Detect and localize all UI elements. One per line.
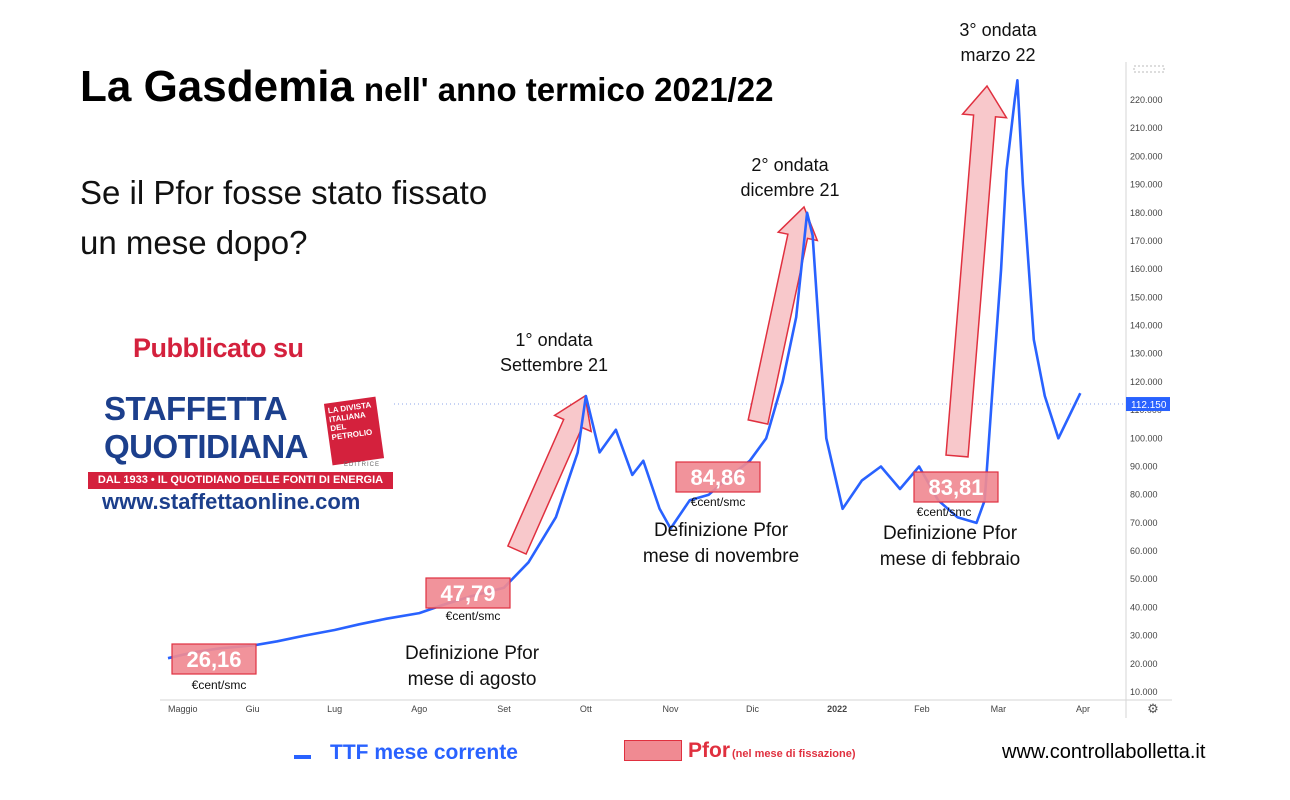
logo-url: www.staffettaonline.com <box>102 489 361 514</box>
question-line-1: Se il Pfor fosse stato fissato <box>80 174 488 211</box>
annotation-line-1: 1° ondata <box>515 330 593 350</box>
legend-pfor-note: (nel mese di fissazione) <box>732 748 856 760</box>
y-tick-label: 80.000 <box>1130 490 1158 500</box>
wave-arrows <box>506 84 1008 555</box>
pfor-box <box>913 471 999 503</box>
y-tick-label: 30.000 <box>1130 631 1158 641</box>
pfor-boxes: 26,16 €cent/smc 47,79 €cent/smc Definizione … <box>171 461 1020 692</box>
last-value-badge <box>1126 397 1170 412</box>
pfor-unit: €cent/smc <box>691 495 746 509</box>
x-tick-label: Apr <box>1076 704 1090 714</box>
logo-name-line-1: STAFFETTA <box>104 390 288 427</box>
price-scale-handle <box>1133 65 1165 73</box>
logo-emblem-sub: EDITRICE <box>344 462 381 468</box>
pfor-unit: €cent/smc <box>192 678 247 692</box>
x-tick-label: Ago <box>411 704 427 714</box>
pfor-box <box>171 643 257 675</box>
wave-arrow <box>506 394 593 555</box>
settings-gear-icon: ⚙ <box>1147 702 1159 717</box>
x-tick-label: Dic <box>746 704 759 714</box>
x-tick-label: Mar <box>991 704 1007 714</box>
y-tick-label: 140.000 <box>1130 321 1163 331</box>
x-tick-label: Giu <box>246 704 260 714</box>
staffetta-logo: STAFFETTA QUOTIDIANA LA DIVISTA ITALIANA… <box>88 378 393 514</box>
pfor-value: 47,79 <box>440 581 495 606</box>
y-tick-label: 100.000 <box>1130 433 1163 443</box>
y-tick-label: 210.000 <box>1130 123 1163 133</box>
legend-pfor-swatch <box>624 740 682 761</box>
legend-pfor-label: Pfor <box>688 739 730 762</box>
pfor-value: 84,86 <box>690 465 745 490</box>
site-url: www.controllabolletta.it <box>1002 741 1206 763</box>
annotation-line-1: 3° ondata <box>959 20 1037 40</box>
pfor-box <box>675 461 761 493</box>
pfor-caption: mese di febbraio <box>880 549 1020 570</box>
pfor-caption: mese di novembre <box>643 546 799 567</box>
x-tick-label: Ott <box>580 704 593 714</box>
y-tick-label: 40.000 <box>1130 602 1158 612</box>
title-main: La Gasdemia <box>80 62 354 111</box>
annotation-line-2: Settembre 21 <box>500 355 608 375</box>
x-tick-label: Set <box>497 704 511 714</box>
x-tick-label: 2022 <box>827 704 847 714</box>
pfor-box <box>425 577 511 609</box>
legend-ttf-label: TTF mese corrente <box>330 741 518 764</box>
y-tick-label: 120.000 <box>1130 377 1163 387</box>
legend-ttf-swatch <box>294 755 311 759</box>
pfor-value: 83,81 <box>928 475 983 500</box>
annotation-line-1: 2° ondata <box>751 155 829 175</box>
y-tick-label: 60.000 <box>1130 546 1158 556</box>
ttf-series-line <box>167 79 1082 660</box>
y-tick-label: 220.000 <box>1130 95 1163 105</box>
wave-arrow <box>945 84 1008 458</box>
question-line-2: un mese dopo? <box>80 224 308 261</box>
title-sub: nell' anno termico 2021/22 <box>363 71 774 108</box>
y-tick-label: 130.000 <box>1130 349 1163 359</box>
x-axis: Maggio Giu Lug Ago Set Ott Nov Dic 2022 Feb Mar Apr… <box>168 702 1159 717</box>
wave-arrow <box>747 205 819 425</box>
y-tick-label: 90.000 <box>1130 461 1158 471</box>
pfor-unit: €cent/smc <box>917 505 972 519</box>
y-tick-label: 50.000 <box>1130 574 1158 584</box>
pfor-caption: Definizione Pfor <box>654 520 789 541</box>
pfor-caption: Definizione Pfor <box>405 643 540 664</box>
pfor-value: 26,16 <box>186 647 241 672</box>
pfor-unit: €cent/smc <box>446 609 501 623</box>
y-tick-label: 190.000 <box>1130 180 1163 190</box>
question-text: Se il Pfor fosse stato fissato un mese d… <box>80 168 487 268</box>
y-axis: 10.000 20.000 30.000 40.000 50.000 60.000 70.0… <box>1126 65 1170 697</box>
y-tick-label: 180.000 <box>1130 208 1163 218</box>
published-on-label: Pubblicato su <box>133 333 304 363</box>
annotation-line-2: marzo 22 <box>960 45 1035 65</box>
annotation-line-2: dicembre 21 <box>740 180 839 200</box>
y-tick-label: 10.000 <box>1130 687 1158 697</box>
x-tick-label: Feb <box>914 704 930 714</box>
x-tick-label: Nov <box>663 704 680 714</box>
x-tick-label: Lug <box>327 704 342 714</box>
y-tick-label: 170.000 <box>1130 236 1163 246</box>
logo-name-line-2: QUOTIDIANA <box>104 428 309 465</box>
y-tick-label: 70.000 <box>1130 518 1158 528</box>
pfor-caption: mese di agosto <box>408 669 537 690</box>
logo-emblem: LA DIVISTA ITALIANA DEL PETROLIO <box>323 396 385 466</box>
ttf-series <box>167 79 1082 660</box>
logo-tagline: DAL 1933 • IL QUOTIDIANO DELLE FONTI DI … <box>88 472 393 489</box>
pfor-caption: Definizione Pfor <box>883 523 1018 544</box>
wave-annotations: 1° ondata Settembre 21 2° ondata dicembre 2… <box>500 20 1038 375</box>
page-title: La Gasdemia nell' anno termico 2021/22 <box>80 62 773 112</box>
last-value-label: 112.150 <box>1131 400 1167 411</box>
y-tick-label: 20.000 <box>1130 659 1158 669</box>
x-tick-label: Maggio <box>168 704 198 714</box>
y-tick-label: 160.000 <box>1130 264 1163 274</box>
y-tick-label: 200.000 <box>1130 151 1163 161</box>
y-tick-label: 150.000 <box>1130 292 1163 302</box>
legend-pfor: Pfor (nel mese di fissazione) <box>688 739 855 763</box>
